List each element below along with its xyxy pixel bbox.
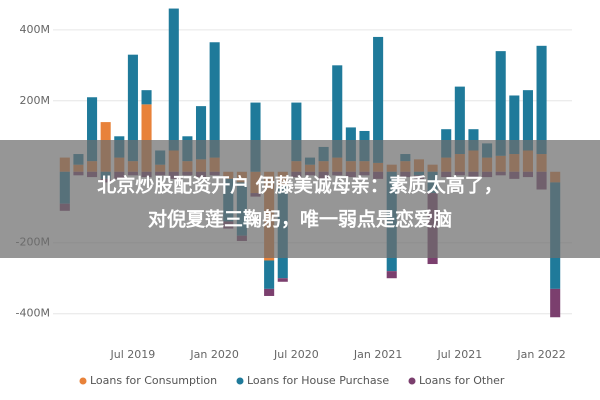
- bar-segment: [277, 278, 288, 282]
- legend: Loans for Consumption Loans for House Pur…: [79, 374, 505, 387]
- bar-segment: [127, 54, 138, 162]
- bar-segment: [468, 129, 479, 151]
- bar-segment: [250, 102, 261, 172]
- x-tick-label: Jul 2019: [110, 348, 156, 361]
- bar-segment: [509, 95, 520, 155]
- bar-segment: [209, 42, 220, 158]
- x-tick-label: Jan 2022: [516, 348, 565, 361]
- bar-segment: [264, 288, 275, 296]
- x-tick-label: Jan 2020: [189, 348, 238, 361]
- bar-segment: [141, 104, 152, 172]
- bar-segment: [291, 102, 302, 162]
- x-tick-label: Jul 2020: [273, 348, 319, 361]
- headline-line: 北京炒股配资开户 伊藤美诚母亲：素质太高了，: [97, 174, 503, 197]
- legend-marker: [236, 377, 244, 385]
- bar-segment: [264, 260, 275, 289]
- bar-segment: [168, 8, 179, 151]
- bar-segment: [141, 90, 152, 105]
- legend-label: Loans for House Purchase: [247, 374, 389, 387]
- bar-segment: [373, 36, 384, 163]
- bar-segment: [386, 271, 397, 279]
- bar-segment: [550, 288, 561, 318]
- overlay-banner: [0, 140, 600, 258]
- y-tick-label: 200M: [20, 94, 51, 107]
- legend-label: Loans for Consumption: [90, 374, 217, 387]
- bar-segment: [195, 106, 207, 160]
- bar-segment: [454, 86, 465, 155]
- bar-segment: [332, 65, 343, 158]
- y-tick-label: -400M: [16, 307, 50, 320]
- x-tick-label: Jan 2021: [353, 348, 402, 361]
- bar-segment: [495, 51, 506, 156]
- headline-line: 对倪夏莲三鞠躬，唯一弱点是恋爱脑: [148, 208, 452, 231]
- y-tick-label: 400M: [20, 23, 51, 36]
- bar-segment: [536, 45, 547, 155]
- legend-marker: [79, 377, 87, 385]
- legend-marker: [408, 377, 416, 385]
- legend-label: Loans for Other: [419, 374, 505, 387]
- bar-segment: [87, 97, 98, 162]
- x-tick-label: Jul 2021: [436, 348, 482, 361]
- bar-segment: [522, 90, 533, 151]
